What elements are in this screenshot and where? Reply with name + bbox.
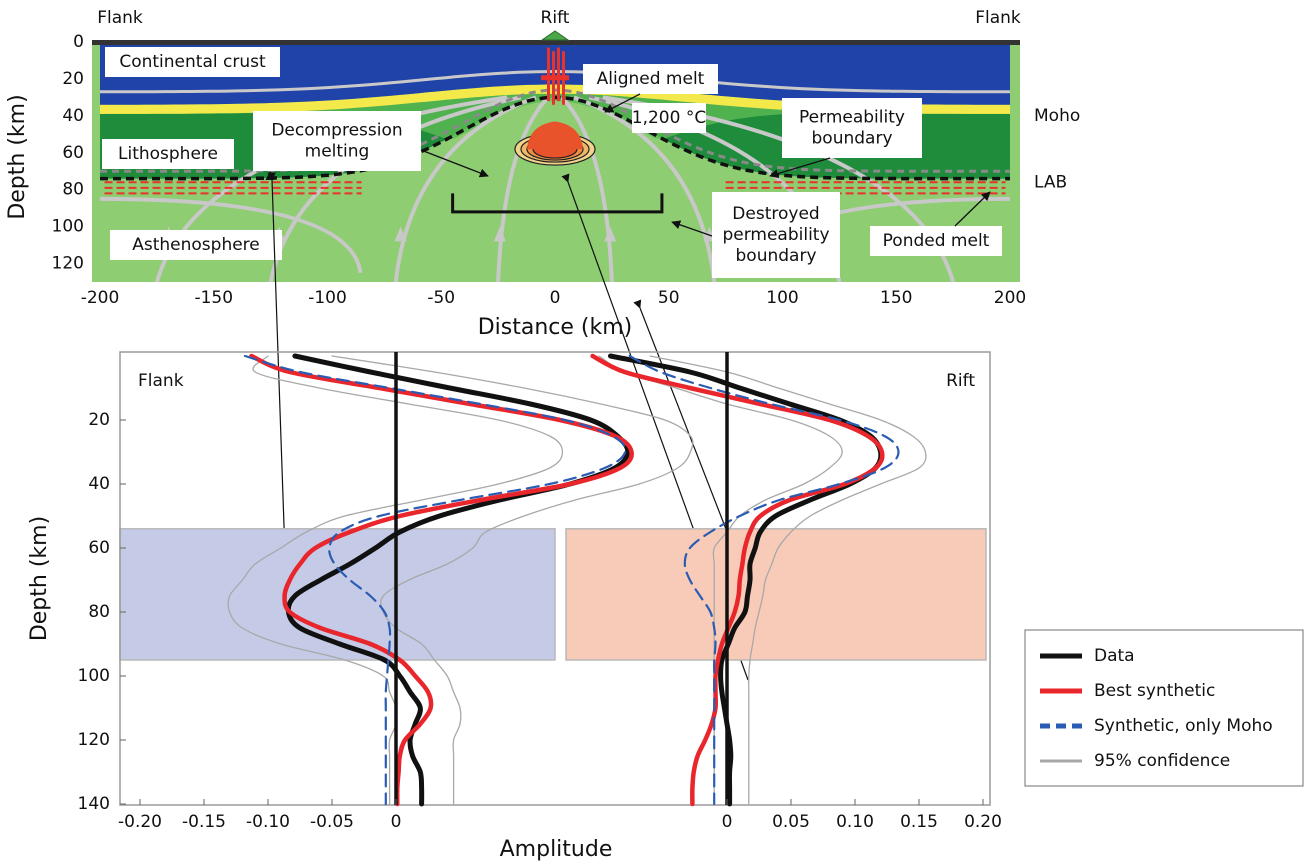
y-tick-label: 120 — [52, 254, 84, 274]
figure: Continental crust Aligned melt Decompressi… — [0, 0, 1309, 866]
header-label: Rift — [541, 8, 570, 28]
rift-marker — [542, 31, 568, 40]
y-tick-label: 100 — [52, 217, 84, 237]
legend-label: Best synthetic — [1094, 681, 1215, 701]
x-tick-label: 0 — [722, 812, 733, 832]
y-tick-label: 60 — [88, 538, 110, 558]
melt-sill — [541, 75, 569, 80]
x-tick-label: -0.10 — [246, 812, 290, 832]
x-axis-title: Distance (km) — [478, 315, 633, 340]
receiver-functions: -0.20 -0.15 -0.10 -0.05 0 Flank 0 0.05 0.10 0.15 0… — [27, 352, 1303, 862]
y-tick-label: 0 — [73, 32, 84, 52]
x-tick-label: -200 — [81, 288, 120, 308]
y-tick-label: 60 — [62, 143, 84, 163]
x-tick-label: 0 — [550, 288, 561, 308]
x-tick-label: -100 — [308, 288, 347, 308]
annotation: Aligned melt — [597, 69, 705, 89]
x-tick-label: 150 — [880, 288, 912, 308]
annotation: boundary — [736, 246, 817, 266]
x-tick-label: 200 — [994, 288, 1026, 308]
x-tick-label: -50 — [427, 288, 455, 308]
annotation: Destroyed — [732, 204, 819, 224]
y-tick-label: 20 — [62, 69, 84, 89]
annotation: permeability — [722, 225, 829, 245]
x-tick-label: 0.05 — [772, 812, 810, 832]
x-tick-label: -0.05 — [310, 812, 354, 832]
y-tick-label: 80 — [88, 602, 110, 622]
boundary-label: LAB — [1034, 172, 1067, 192]
header-label: Flank — [97, 8, 143, 28]
y-axis-title: Depth (km) — [27, 516, 52, 641]
x-axis-title: Amplitude — [500, 837, 613, 862]
y-tick-label: 40 — [88, 474, 110, 494]
header-label: Flank — [975, 8, 1021, 28]
y-tick-label: 80 — [62, 180, 84, 200]
x-tick-label: -0.20 — [118, 812, 162, 832]
x-tick-label: 0.15 — [900, 812, 938, 832]
x-tick-label: -150 — [194, 288, 233, 308]
highlight-box — [566, 529, 986, 660]
y-axis-title: Depth (km) — [5, 94, 30, 219]
legend-label: Data — [1094, 646, 1135, 666]
y-tick-label: 20 — [88, 410, 110, 430]
panel-label: Flank — [138, 371, 184, 391]
annotation: melting — [305, 142, 370, 162]
annotation: boundary — [812, 129, 893, 149]
x-tick-label: 50 — [658, 288, 680, 308]
legend-label: Synthetic, only Moho — [1094, 716, 1273, 736]
annotation: Decompression — [271, 121, 402, 141]
legend-label: 95% confidence — [1094, 751, 1230, 771]
annotation: Permeability — [799, 108, 905, 128]
x-tick-label: 0 — [391, 812, 402, 832]
y-tick-label: 140 — [78, 794, 110, 814]
highlight-box — [120, 529, 555, 660]
boundary-label: Moho — [1034, 106, 1080, 126]
melt-dike — [557, 48, 560, 102]
x-tick-label: 100 — [766, 288, 798, 308]
legend: Data Best synthetic Synthetic, only Moho 95… — [1025, 630, 1303, 786]
annotation: Asthenosphere — [132, 235, 260, 255]
melt-dike — [547, 48, 550, 102]
y-tick-label: 120 — [78, 730, 110, 750]
panel-label: Rift — [946, 371, 975, 391]
x-tick-label: 0.10 — [836, 812, 874, 832]
y-tick-label: 40 — [62, 106, 84, 126]
x-tick-label: -0.15 — [182, 812, 226, 832]
annotation: Continental crust — [119, 52, 266, 72]
page-body: {"chart_data": [ {"type": "section", "x_… — [0, 0, 1309, 866]
x-tick-label: 0.20 — [964, 812, 1002, 832]
y-tick-label: 100 — [78, 666, 110, 686]
annotation: Lithosphere — [118, 144, 218, 164]
page: html, body { margin: 0; padding: 0; back… — [0, 0, 1309, 866]
annotation: Ponded melt — [883, 231, 990, 251]
annotation: 1,200 °C — [632, 108, 706, 128]
surface — [92, 40, 1020, 45]
